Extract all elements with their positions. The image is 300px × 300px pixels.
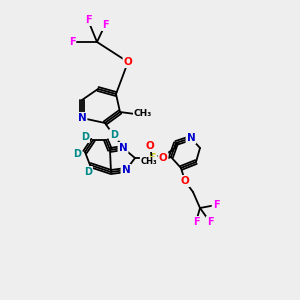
Text: O: O [146, 141, 154, 151]
Text: N: N [118, 143, 127, 153]
Text: CH₃: CH₃ [141, 158, 157, 166]
Text: N: N [78, 113, 86, 123]
Text: D: D [73, 149, 81, 159]
Text: F: F [85, 15, 91, 25]
Text: D: D [84, 167, 92, 177]
Text: F: F [213, 200, 219, 210]
Text: CH₃: CH₃ [134, 110, 152, 118]
Text: D: D [81, 132, 89, 142]
Text: F: F [193, 217, 199, 227]
Text: N: N [122, 165, 130, 175]
Text: N: N [187, 133, 195, 143]
Text: F: F [207, 217, 213, 227]
Text: D: D [110, 130, 118, 140]
Text: F: F [102, 20, 108, 30]
Text: F: F [69, 37, 75, 47]
Text: O: O [181, 176, 189, 186]
Text: O: O [159, 153, 167, 163]
Text: O: O [124, 57, 132, 67]
Text: S: S [148, 153, 156, 163]
